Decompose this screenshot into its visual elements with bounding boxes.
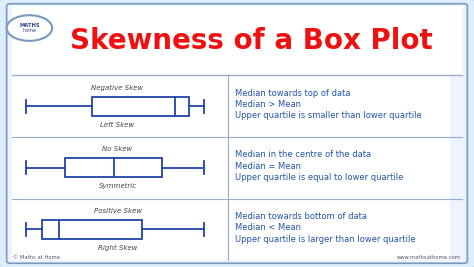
Text: Median = Mean: Median = Mean bbox=[235, 162, 301, 171]
Bar bbox=[12, 137, 228, 199]
Text: Negative Skew: Negative Skew bbox=[91, 85, 144, 91]
Text: Upper quartile is larger than lower quartile: Upper quartile is larger than lower quar… bbox=[235, 235, 415, 244]
Circle shape bbox=[7, 15, 52, 41]
Bar bbox=[12, 199, 228, 260]
Text: home: home bbox=[22, 28, 36, 33]
Bar bbox=[12, 6, 462, 75]
Text: Symmetric: Symmetric bbox=[99, 183, 137, 189]
Text: Median in the centre of the data: Median in the centre of the data bbox=[235, 151, 371, 159]
Text: Left Skew: Left Skew bbox=[100, 122, 135, 128]
Text: Right Skew: Right Skew bbox=[98, 245, 137, 251]
Text: Median towards bottom of data: Median towards bottom of data bbox=[235, 212, 366, 221]
Text: Median > Mean: Median > Mean bbox=[235, 100, 301, 109]
Bar bbox=[12, 75, 228, 137]
Bar bbox=[228, 199, 450, 260]
Bar bbox=[92, 96, 189, 116]
Bar bbox=[65, 158, 163, 177]
Text: © Maths at Home: © Maths at Home bbox=[13, 255, 60, 260]
Bar bbox=[228, 75, 450, 137]
Bar bbox=[228, 137, 450, 199]
Text: Upper quartile is smaller than lower quartile: Upper quartile is smaller than lower qua… bbox=[235, 111, 421, 120]
Bar bbox=[42, 220, 142, 239]
Text: www.mathsathome.com: www.mathsathome.com bbox=[397, 255, 461, 260]
FancyBboxPatch shape bbox=[7, 4, 467, 263]
Text: Median < Mean: Median < Mean bbox=[235, 223, 301, 232]
Text: MATHS: MATHS bbox=[19, 23, 40, 28]
Text: Positive Skew: Positive Skew bbox=[93, 208, 142, 214]
Text: No Skew: No Skew bbox=[102, 146, 133, 152]
Text: Upper quartile is equal to lower quartile: Upper quartile is equal to lower quartil… bbox=[235, 173, 403, 182]
Text: Skewness of a Box Plot: Skewness of a Box Plot bbox=[70, 27, 433, 54]
Text: Median towards top of data: Median towards top of data bbox=[235, 89, 350, 98]
